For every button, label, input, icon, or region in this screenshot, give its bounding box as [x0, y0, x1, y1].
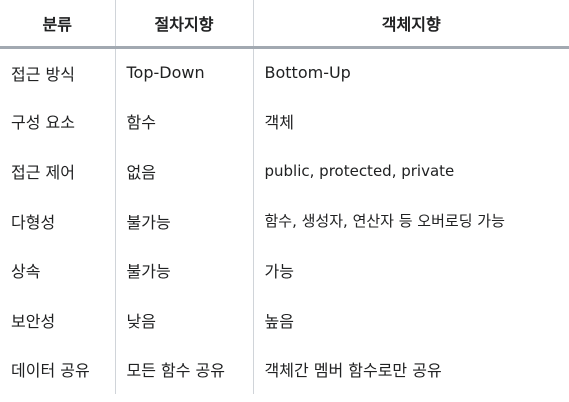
table-row: 보안성 낮음 높음 [0, 294, 569, 345]
table-row: 다형성 불가능 함수, 생성자, 연산자 등 오버로딩 가능 [0, 195, 569, 246]
object-oriented-cell: 객체 [252, 96, 569, 147]
row-label: 접근 제어 [0, 146, 115, 196]
object-oriented-cell: 가능 [252, 245, 569, 295]
procedural-cell: 없음 [114, 146, 253, 196]
procedural-cell: 모든 함수 공유 [114, 344, 253, 395]
table-row: 데이터 공유 모든 함수 공유 객체간 멤버 함수로만 공유 [0, 344, 569, 395]
row-label: 접근 방식 [0, 47, 115, 97]
row-label: 보안성 [0, 294, 115, 345]
row-label: 구성 요소 [0, 96, 115, 147]
table-body: 접근 방식 Top-Down Bottom-Up 구성 요소 함수 객체 접근 … [0, 47, 569, 395]
table-row: 접근 제어 없음 public, protected, private [0, 146, 569, 196]
procedural-cell: 불가능 [114, 245, 253, 295]
object-oriented-cell: Bottom-Up [252, 47, 569, 97]
procedural-cell: 함수 [114, 96, 253, 147]
procedural-cell: 낮음 [114, 294, 253, 345]
header-category: 분류 [0, 0, 115, 49]
object-oriented-cell: 객체간 멤버 함수로만 공유 [252, 344, 569, 395]
header-row: 분류 절차지향 객체지향 [0, 0, 569, 49]
header-object-oriented: 객체지향 [252, 0, 569, 49]
header-procedural: 절차지향 [114, 0, 253, 49]
table-row: 구성 요소 함수 객체 [0, 96, 569, 147]
table-row: 상속 불가능 가능 [0, 245, 569, 295]
object-oriented-cell: 함수, 생성자, 연산자 등 오버로딩 가능 [252, 195, 569, 246]
row-label: 상속 [0, 245, 115, 295]
row-label: 다형성 [0, 195, 115, 246]
table-row: 접근 방식 Top-Down Bottom-Up [0, 47, 569, 97]
row-label: 데이터 공유 [0, 344, 115, 395]
object-oriented-cell: 높음 [252, 294, 569, 345]
table-header: 분류 절차지향 객체지향 [0, 0, 569, 49]
object-oriented-cell: public, protected, private [252, 146, 569, 196]
procedural-cell: 불가능 [114, 195, 253, 246]
procedural-cell: Top-Down [114, 47, 253, 97]
